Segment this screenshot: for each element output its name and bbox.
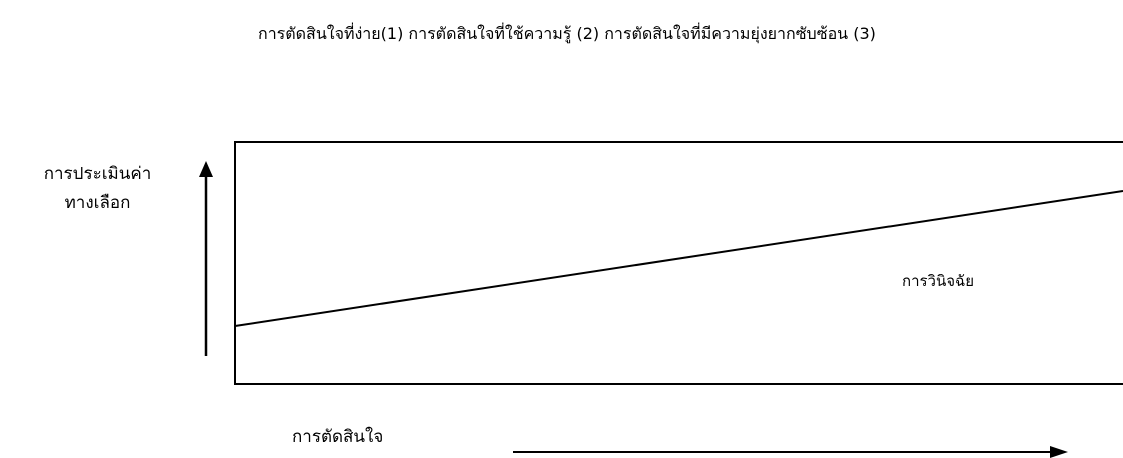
- diagram-frame: [234, 141, 1123, 385]
- diagnosis-label: การวินิจฉัย: [902, 272, 975, 290]
- x-axis-label: การตัดสินใจ: [292, 427, 384, 447]
- y-axis-label-line-1: การประเมินค่า: [43, 164, 152, 184]
- y-axis-label: การประเมินค่า ทางเลือก: [10, 160, 185, 218]
- y-axis-label-line-2: ทางเลือก: [64, 193, 131, 213]
- x-axis-arrow: [513, 446, 1068, 458]
- trend-line: [234, 190, 1123, 327]
- y-axis-arrow: [199, 161, 213, 356]
- diagram-header: การตัดสินใจที่ง่าย(1) การตัดสินใจที่ใช้ค…: [258, 24, 876, 43]
